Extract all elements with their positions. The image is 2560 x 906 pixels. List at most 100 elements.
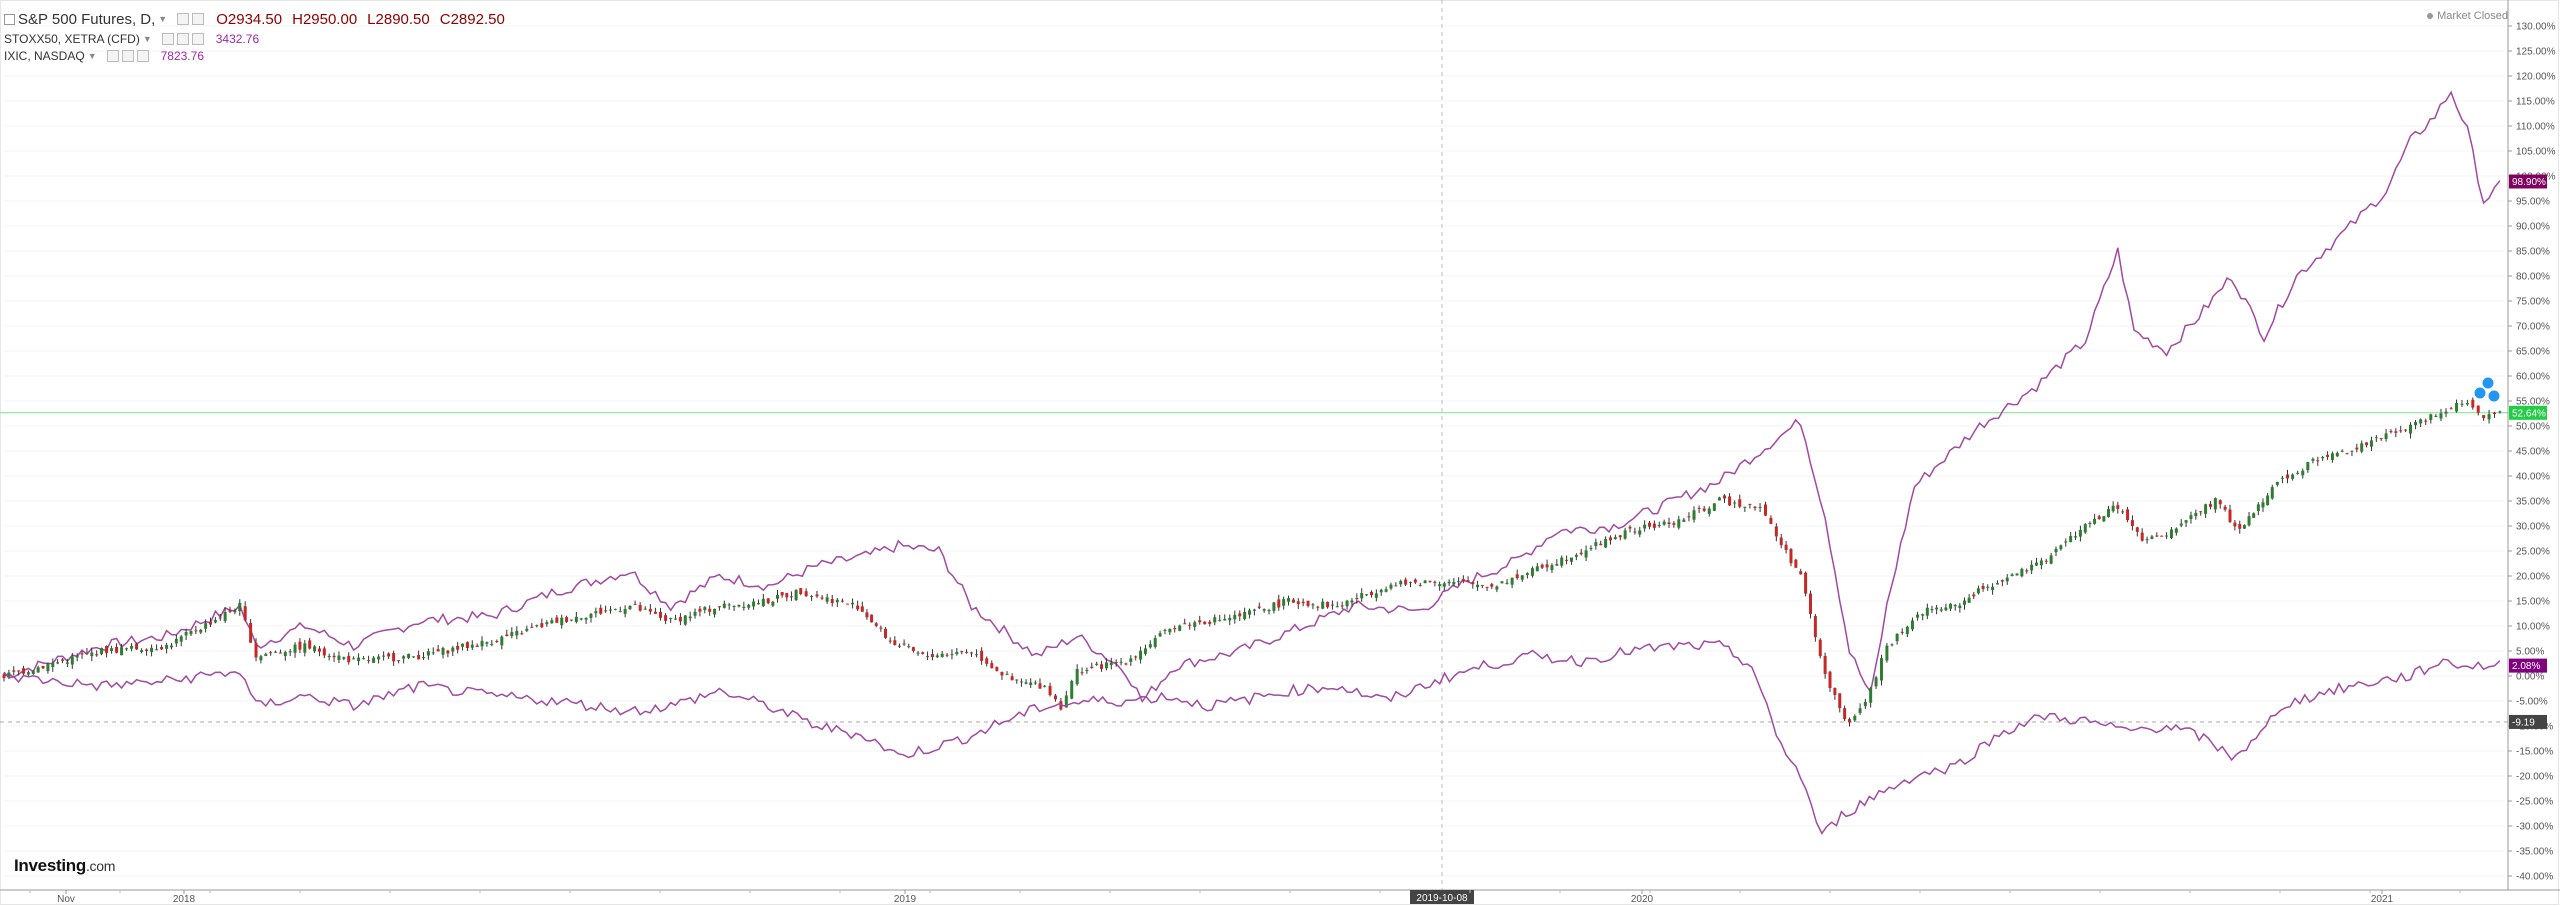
candle-up [2256,504,2260,512]
legend-buttons [177,13,205,25]
candle-down [1779,537,1783,546]
candle-down [1010,676,1014,681]
chevron-down-icon[interactable]: ▼ [87,50,97,61]
candle-up [1584,550,1588,558]
y-tick-label: 55.00% [2516,397,2550,408]
eye-icon[interactable] [106,49,119,62]
candle-up [897,645,901,647]
candle-up [1457,581,1461,583]
y-tick-label: 105.00% [2516,147,2556,158]
candle-down [2135,527,2139,532]
event-markers [2474,377,2500,402]
candle-down [921,652,925,654]
candle-down [856,605,860,610]
candle-down [969,652,973,654]
y-tick-label: 45.00% [2516,447,2550,458]
candle-up [1930,609,1934,611]
candle-down [1000,672,1004,676]
settings-icon[interactable] [121,49,134,62]
candle-down [2326,454,2330,458]
candle-up [525,628,529,631]
candle-up [382,655,386,657]
candle-down [1697,507,1701,509]
candle-down [840,600,844,602]
candle-up [550,620,554,624]
eye-icon[interactable] [177,13,190,25]
candle-up [130,645,134,649]
legend-row-main: S&P 500 Futures, D, ▼ O2934.50 H2950.00 … [4,8,515,30]
candle-up [1995,583,1999,585]
candle-up [2174,528,2178,533]
candle-down [1316,606,1320,608]
legend-buttons [161,32,204,45]
candle-down [1753,506,1757,509]
close-value: C2892.50 [439,10,505,28]
candle-up [1272,602,1276,611]
chevron-down-icon[interactable]: ▼ [158,14,168,24]
event-marker-icon [2474,387,2486,399]
candle-down [17,670,21,672]
candle-up [2306,462,2310,471]
candle-up [2204,504,2208,514]
candle-down [884,628,888,638]
candle-up [1287,598,1291,602]
candle-down [648,608,652,612]
candle-down [1789,549,1793,564]
candle-down [1090,666,1094,668]
candle-down [1794,559,1798,568]
candle-down [653,611,657,614]
candle-down [1618,535,1622,538]
legend-row-stoxx: STOXX50, XETRA (CFD) ▼ 3432.76 [4,30,515,47]
candle-down [604,610,608,612]
candle-down [2394,431,2398,433]
settings-icon[interactable] [176,32,189,45]
candle-down [708,608,712,612]
candle-up [1095,663,1099,665]
x-tick-label: 2021 [2371,894,2394,905]
y-tick-label: -30.00% [2516,822,2553,833]
candle-up [352,658,356,660]
price-tag-label: 2.08% [2512,661,2540,672]
candle-up [1510,577,1514,585]
collapse-icon[interactable] [4,13,15,25]
candle-up [155,649,159,651]
candle-up [1707,508,1711,514]
series2-label[interactable]: STOXX50, XETRA (CFD) [4,31,140,46]
crosshair-date-box [1410,890,1474,904]
candle-up [703,607,707,611]
candle-up [1335,606,1339,608]
main-symbol-label[interactable]: S&P 500 Futures, D, [18,10,156,28]
candle-up [303,643,307,653]
close-icon[interactable] [136,49,149,62]
candle-up [1677,519,1681,528]
candle-down [1355,598,1359,600]
candle-down [2155,535,2159,537]
candle-down [249,622,253,643]
candle-down [985,658,989,664]
candle-up [150,647,154,653]
candle-up [1233,614,1237,620]
settings-icon[interactable] [192,13,205,25]
candle-up [2266,495,2270,506]
candle-down [2208,503,2212,507]
candle-up [1921,614,1925,616]
candle-down [1828,671,1832,689]
candle-down [789,596,793,598]
candle-up [184,632,188,636]
candle-down [2097,516,2101,520]
y-tick-label: 0.00% [2516,672,2544,683]
series3-label[interactable]: IXIC, NASDAQ [4,48,85,63]
y-tick-label: -25.00% [2516,797,2553,808]
legend-row-ixic: IXIC, NASDAQ ▼ 7823.76 [4,47,515,64]
eye-icon[interactable] [161,32,174,45]
candle-down [1080,672,1084,674]
candle-up [75,656,79,658]
candle-up [950,654,954,656]
close-icon[interactable] [191,32,204,45]
chevron-down-icon[interactable]: ▼ [142,33,152,44]
candle-up [771,601,775,606]
candle-down [194,630,198,632]
candle-up [2165,535,2169,537]
candle-down [465,642,469,648]
